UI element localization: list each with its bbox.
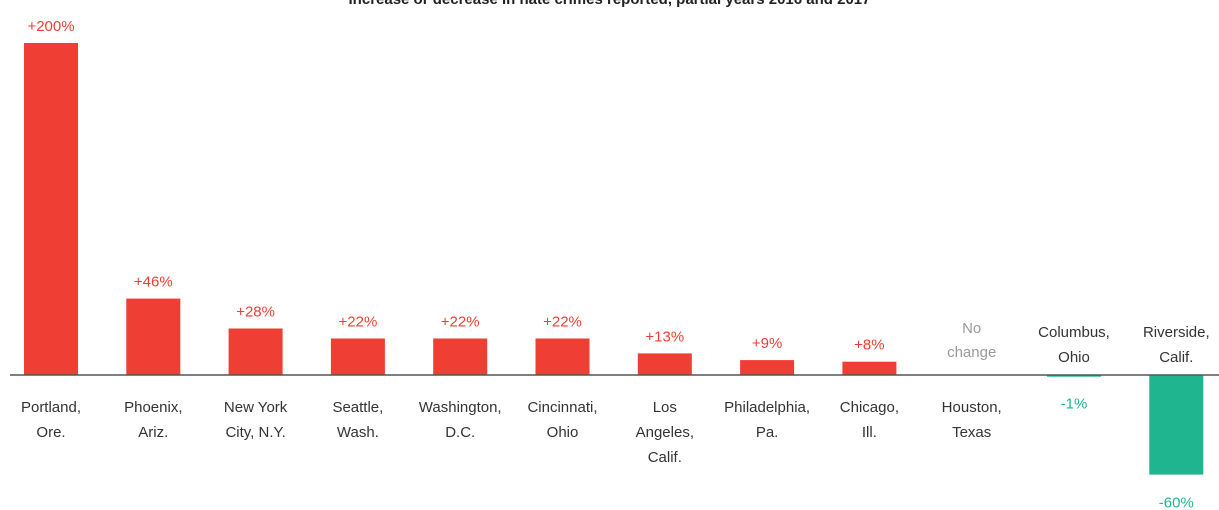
category-label: Calif. xyxy=(1159,349,1193,366)
category-label: Los xyxy=(653,399,677,416)
value-label: -1% xyxy=(1061,396,1088,413)
bar xyxy=(126,298,181,375)
value-label: +22% xyxy=(441,314,480,331)
category-label: Riverside, xyxy=(1143,324,1210,341)
category-label: Houston, xyxy=(942,399,1002,416)
category-label: Philadelphia, xyxy=(724,399,810,416)
category-label: Calif. xyxy=(648,449,682,466)
category-label: D.C. xyxy=(445,424,475,441)
category-label: Cincinnati, xyxy=(527,399,597,416)
value-label: +46% xyxy=(134,274,173,291)
category-label: Texas xyxy=(952,424,991,441)
bar xyxy=(433,338,488,375)
category-label: Angeles, xyxy=(636,424,694,441)
category-label: Chicago, xyxy=(840,399,899,416)
value-label: +8% xyxy=(854,337,884,354)
category-label: New York xyxy=(224,399,288,416)
category-label: Ohio xyxy=(547,424,579,441)
bar xyxy=(740,360,795,375)
category-label: Ore. xyxy=(36,424,65,441)
category-label: Portland, xyxy=(21,399,81,416)
bar xyxy=(535,338,590,375)
bar xyxy=(228,328,283,375)
category-label: Ariz. xyxy=(138,424,168,441)
bar xyxy=(24,43,78,375)
no-change-note: change xyxy=(947,344,996,361)
value-label: +200% xyxy=(27,18,74,35)
value-label: +28% xyxy=(236,304,275,321)
value-label: -60% xyxy=(1159,495,1194,510)
bar xyxy=(1149,375,1204,475)
category-label: Phoenix, xyxy=(124,399,182,416)
chart-title: Increase or decrease in hate crimes repo… xyxy=(0,0,1219,8)
bar xyxy=(842,361,897,375)
value-label: +22% xyxy=(543,314,582,331)
bar xyxy=(637,353,692,375)
bar xyxy=(330,338,385,375)
category-label: Seattle, xyxy=(332,399,383,416)
bar xyxy=(1047,375,1101,377)
value-label: +13% xyxy=(645,328,684,345)
category-label: Wash. xyxy=(337,424,379,441)
value-label: +9% xyxy=(752,335,782,352)
category-label: Ohio xyxy=(1058,349,1090,366)
category-label: Washington, xyxy=(419,399,502,416)
no-change-note: No xyxy=(962,320,981,337)
category-label: Ill. xyxy=(862,424,877,441)
category-label: City, N.Y. xyxy=(225,424,285,441)
category-label: Columbus, xyxy=(1038,324,1110,341)
value-label: +22% xyxy=(339,314,378,331)
category-label: Pa. xyxy=(756,424,779,441)
